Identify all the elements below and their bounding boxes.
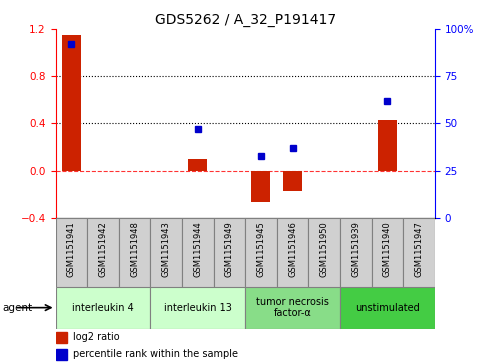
Text: GSM1151949: GSM1151949 xyxy=(225,221,234,277)
Bar xyxy=(56,332,67,343)
Text: interleukin 13: interleukin 13 xyxy=(164,303,232,313)
Bar xyxy=(277,218,308,287)
Text: GSM1151946: GSM1151946 xyxy=(288,221,297,277)
Text: GSM1151942: GSM1151942 xyxy=(99,221,107,277)
Text: GSM1151941: GSM1151941 xyxy=(67,221,76,277)
Text: log2 ratio: log2 ratio xyxy=(73,333,120,342)
Text: percentile rank within the sample: percentile rank within the sample xyxy=(73,349,238,359)
Text: interleukin 4: interleukin 4 xyxy=(72,303,134,313)
Bar xyxy=(56,218,87,287)
Bar xyxy=(56,348,67,359)
Bar xyxy=(308,218,340,287)
Bar xyxy=(213,218,245,287)
Text: unstimulated: unstimulated xyxy=(355,303,420,313)
Text: agent: agent xyxy=(2,303,32,313)
Bar xyxy=(56,287,150,329)
Text: GSM1151950: GSM1151950 xyxy=(320,221,328,277)
Text: GSM1151948: GSM1151948 xyxy=(130,221,139,277)
Bar xyxy=(188,159,207,171)
Bar xyxy=(371,218,403,287)
Text: GSM1151943: GSM1151943 xyxy=(162,221,170,277)
Bar xyxy=(378,120,397,171)
Bar xyxy=(403,218,435,287)
Bar xyxy=(119,218,150,287)
Bar xyxy=(182,218,213,287)
Text: GSM1151940: GSM1151940 xyxy=(383,221,392,277)
Bar xyxy=(245,218,277,287)
Bar xyxy=(150,287,245,329)
Bar xyxy=(340,287,435,329)
Bar xyxy=(62,35,81,171)
Text: GSM1151944: GSM1151944 xyxy=(193,221,202,277)
Bar xyxy=(283,171,302,191)
Bar xyxy=(87,218,119,287)
Bar xyxy=(245,287,340,329)
Text: tumor necrosis
factor-α: tumor necrosis factor-α xyxy=(256,297,329,318)
Title: GDS5262 / A_32_P191417: GDS5262 / A_32_P191417 xyxy=(155,13,336,26)
Bar xyxy=(252,171,270,203)
Bar xyxy=(340,218,371,287)
Bar xyxy=(150,218,182,287)
Text: GSM1151939: GSM1151939 xyxy=(351,221,360,277)
Text: GSM1151945: GSM1151945 xyxy=(256,221,266,277)
Text: GSM1151947: GSM1151947 xyxy=(414,221,424,277)
